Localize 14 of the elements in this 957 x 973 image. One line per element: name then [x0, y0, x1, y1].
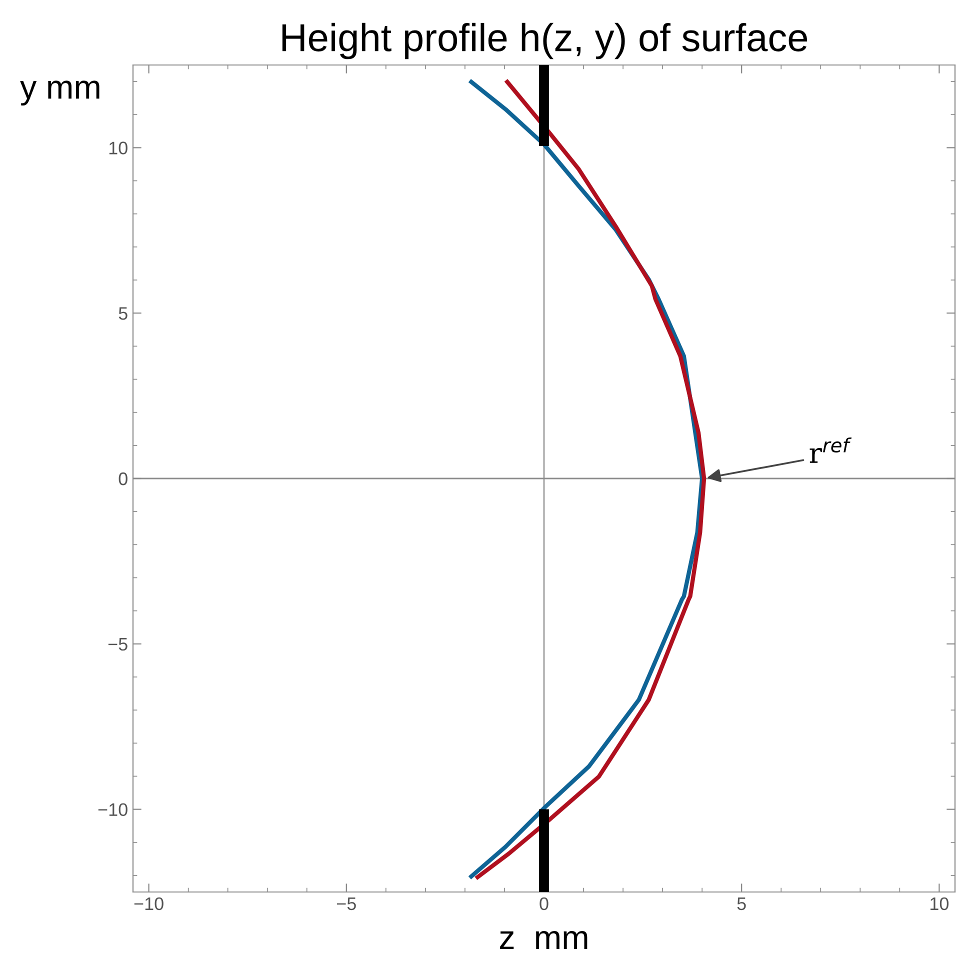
- chart-title: Height profile h(z, y) of surface: [282, 22, 808, 60]
- y-tick-label: 5: [118, 307, 128, 320]
- y-tick-label: 10: [109, 142, 128, 154]
- y-tick-label: −5: [108, 638, 128, 651]
- x-tick-label: 5: [737, 898, 746, 910]
- annotation: r$^{ref}$: [810, 437, 852, 463]
- x-tick-label: −10: [134, 897, 164, 910]
- x-tick-label: 0: [540, 897, 548, 910]
- y-tick-label: −10: [98, 803, 128, 816]
- x-tick-label: −5: [337, 898, 356, 910]
- x-axis-title: z mm: [500, 931, 588, 949]
- y-axis-title: y mm: [20, 80, 100, 106]
- x-tick-label: 10: [930, 897, 949, 910]
- y-tick-label: 0: [118, 472, 128, 486]
